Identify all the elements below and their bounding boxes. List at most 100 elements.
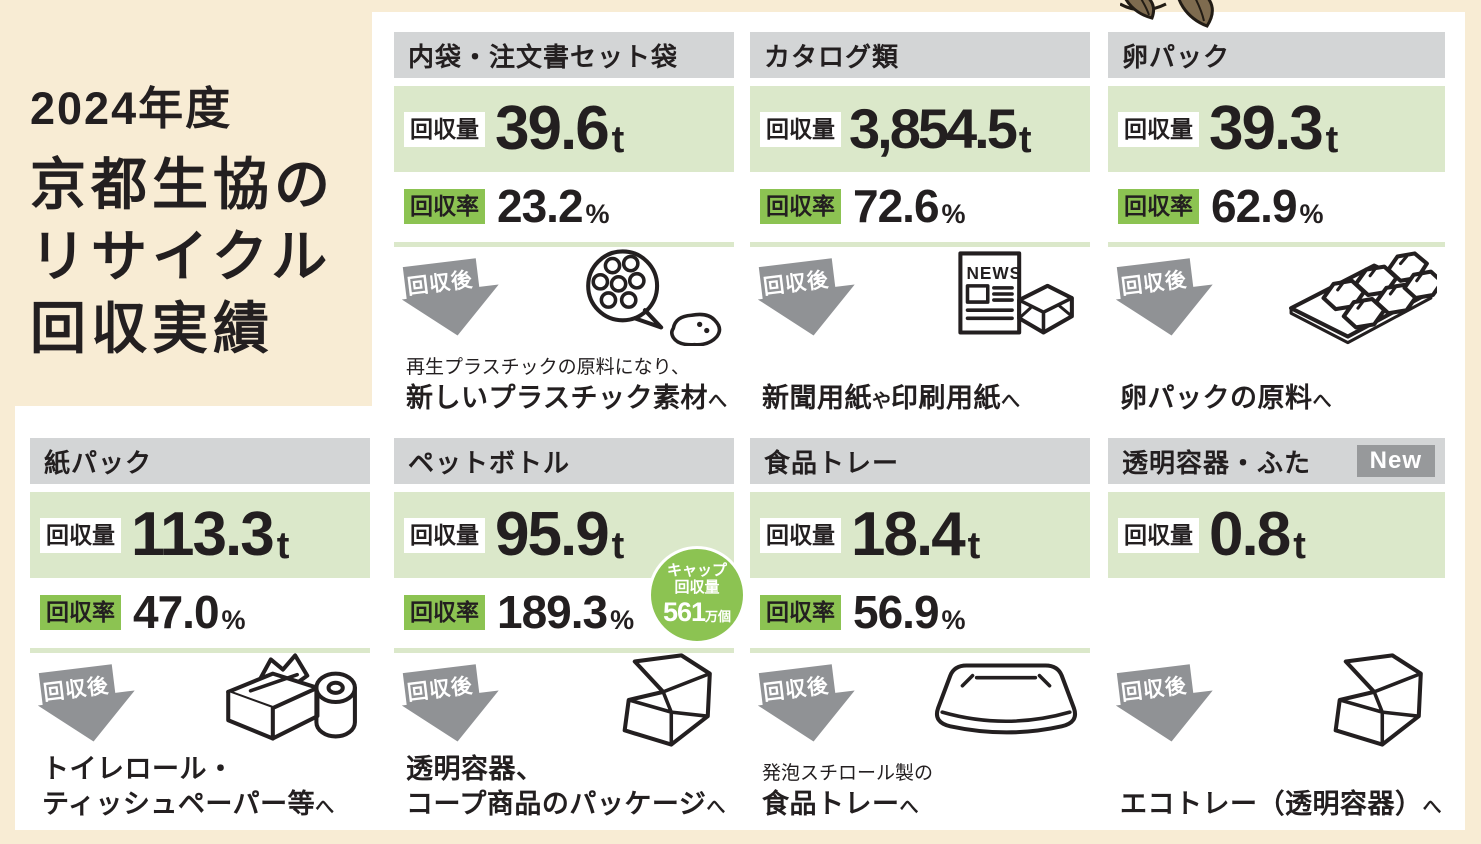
- amount-unit: t: [1293, 524, 1306, 567]
- amount-value: 3,854.5: [849, 97, 1018, 160]
- rate-unit: %: [585, 198, 610, 229]
- rate-unit: %: [941, 604, 966, 635]
- after-collection-label: 回収後: [406, 674, 475, 706]
- section-divider: [750, 242, 1090, 247]
- rate-row: 回収率 72.6%: [750, 183, 966, 229]
- rate-label: 回収率: [404, 594, 485, 630]
- rate-label: 回収率: [760, 188, 841, 224]
- category-name: 内袋・注文書セット袋: [408, 41, 679, 72]
- amount-panel: 回収量 95.9 t: [394, 492, 734, 578]
- title-line-2: リサイクル: [30, 225, 333, 288]
- title-line-1: 京都生協の: [30, 153, 335, 216]
- after-description: エコトレー（透明容器）へ: [1120, 787, 1442, 822]
- after-description-line: エコトレー（透明容器）へ: [1120, 787, 1442, 822]
- tissue-roll-icon: [210, 652, 362, 752]
- after-description-line: 透明容器、: [406, 752, 725, 787]
- after-description-segment: へ: [315, 796, 335, 818]
- section-divider: [394, 648, 734, 653]
- category-name: カタログ類: [764, 41, 900, 72]
- title-year: 2024年度: [30, 83, 233, 134]
- food-tray-icon: [930, 652, 1082, 752]
- category-name: 卵パック: [1122, 41, 1231, 72]
- after-description-segment: ティッシュペーパー等: [42, 788, 316, 819]
- title-line-3: 回収実績: [30, 297, 274, 360]
- after-description-line: ティッシュペーパー等へ: [42, 787, 334, 822]
- card-catalog: カタログ類 回収量 3,854.5 t 回収率 72.6% 回収後 NEWS 新聞用紙や印刷用…: [750, 32, 1090, 420]
- after-description-line: 新しいプラスチック素材へ: [406, 381, 727, 416]
- amount-value: 39.3: [1209, 94, 1324, 163]
- after-description-segment: 発泡スチロール製の: [762, 763, 934, 785]
- card-header: 卵パック: [1108, 32, 1445, 78]
- section-divider: [750, 648, 1090, 653]
- amount-label: 回収量: [1118, 111, 1199, 147]
- amount-panel: 回収量 18.4 t: [750, 492, 1090, 578]
- egg-carton-icon: [1285, 246, 1437, 346]
- newspaper-paper-icon: NEWS: [930, 246, 1082, 346]
- cap-badge-value: 561万個: [651, 597, 743, 627]
- cap-collection-badge: キャップ 回収量 561万個: [648, 546, 746, 644]
- card-kamipack: 紙パック回収量 113.3 t 回収率 47.0% 回収後 トイレロール・ ティッシュペーパ…: [30, 438, 370, 826]
- amount-value: 113.3: [131, 500, 275, 569]
- clamshell-icon: [574, 652, 726, 752]
- new-badge: New: [1356, 445, 1435, 477]
- after-collection-arrow: 回収後: [754, 254, 861, 341]
- after-description-segment: へ: [1001, 390, 1021, 412]
- after-description-segment: へ: [899, 796, 919, 818]
- clamshell-icon: [1285, 652, 1437, 752]
- section-divider: [30, 648, 370, 653]
- cap-badge-line2: 回収量: [674, 578, 720, 596]
- rate-row: 回収率 56.9%: [750, 586, 966, 638]
- rate-unit: %: [941, 198, 966, 229]
- after-description-segment: へ: [706, 796, 726, 818]
- after-collection-arrow: 回収後: [398, 254, 505, 341]
- after-collection-arrow: 回収後: [754, 660, 861, 747]
- cap-badge-number: 561: [662, 596, 706, 627]
- after-description-line: 再生プラスチックの原料になり、: [406, 356, 727, 381]
- after-description: 卵パックの原料へ: [1120, 381, 1332, 416]
- after-collection-arrow: 回収後: [1112, 660, 1219, 747]
- after-collection-label: 回収後: [406, 268, 475, 300]
- card-header: カタログ類: [750, 32, 1090, 78]
- category-name: 紙パック: [44, 447, 153, 478]
- after-collection-label: 回収後: [1120, 674, 1189, 706]
- section-divider: [1108, 242, 1445, 247]
- after-description-segment: へ: [1312, 390, 1332, 412]
- rate-unit: %: [1299, 198, 1324, 229]
- after-description: 透明容器、 コープ商品のパッケージへ: [406, 752, 725, 822]
- amount-panel: 回収量 113.3 t: [30, 492, 370, 578]
- cap-badge-line1: キャップ: [666, 562, 727, 580]
- after-description-line: 発泡スチロール製の: [762, 762, 933, 787]
- amount-unit: t: [1325, 118, 1339, 161]
- amount-label: 回収量: [40, 517, 121, 553]
- after-collection-label: 回収後: [762, 268, 831, 300]
- after-description-segment: 印刷用紙: [891, 382, 1002, 413]
- rate-row: 回収率 47.0%: [30, 589, 246, 635]
- after-description-segment: 新しいプラスチック素材: [406, 382, 708, 413]
- rate-row: 回収率 62.9%: [1108, 183, 1324, 229]
- after-collection-label: 回収後: [1120, 268, 1189, 300]
- after-collection-arrow: 回収後: [1112, 254, 1219, 341]
- after-description-segment: 再生プラスチックの原料になり、: [406, 357, 690, 379]
- card-header: 透明容器・ふた New: [1108, 438, 1445, 484]
- rate-unit: %: [610, 604, 635, 635]
- after-description-segment: 食品トレー: [762, 788, 900, 819]
- card-header: 内袋・注文書セット袋: [394, 32, 734, 78]
- amount-label: 回収量: [760, 517, 841, 553]
- after-description-segment: へ: [707, 390, 727, 412]
- content-panel-top: [372, 12, 1465, 432]
- after-description-segment: 透明容器、: [406, 753, 544, 784]
- after-description-line: 食品トレーへ: [762, 787, 933, 822]
- card-header: 食品トレー: [750, 438, 1090, 484]
- rate-row: 回収率 189.3%: [394, 589, 635, 635]
- after-description: トイレロール・ ティッシュペーパー等へ: [42, 752, 334, 822]
- rate-unit: %: [221, 604, 246, 635]
- rate-value: 56.9: [853, 586, 940, 638]
- amount-value: 0.8: [1209, 500, 1291, 569]
- after-collection-label: 回収後: [42, 674, 111, 706]
- rate-row: 回収率 23.2%: [394, 183, 610, 229]
- after-description-line: 卵パックの原料へ: [1120, 381, 1332, 416]
- after-description-segment: や: [872, 390, 892, 412]
- amount-unit: t: [276, 524, 290, 567]
- rate-label: 回収率: [40, 594, 121, 630]
